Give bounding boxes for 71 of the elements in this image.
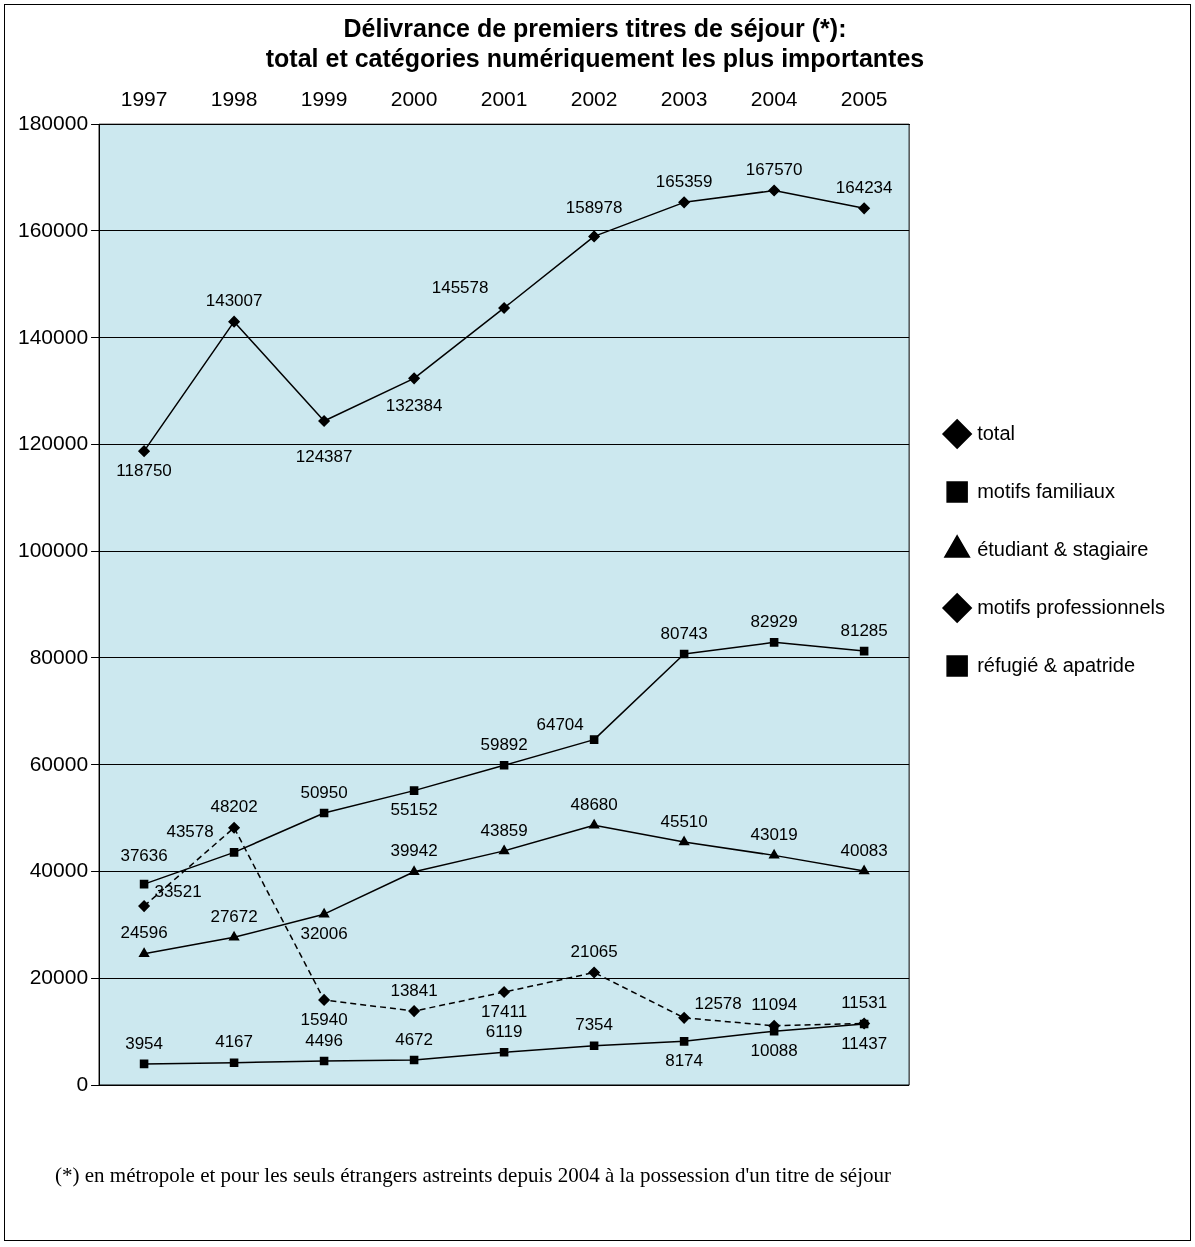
- y-tick-label: 120000: [18, 431, 89, 455]
- legend-label: étudiant & stagiaire: [977, 537, 1149, 560]
- data-label: 48680: [570, 794, 618, 814]
- x-tick-label: 2000: [390, 87, 438, 111]
- data-label: 15940: [300, 1009, 348, 1029]
- x-tick-label: 2002: [570, 87, 618, 111]
- data-label: 132384: [385, 396, 443, 416]
- data-label: 55152: [390, 800, 438, 820]
- data-label: 33521: [154, 881, 202, 901]
- x-tick-label: 2001: [480, 87, 528, 111]
- data-label: 6119: [485, 1022, 523, 1042]
- data-label: 165359: [655, 172, 713, 192]
- data-label: 59892: [480, 735, 528, 754]
- data-label: 64704: [536, 715, 584, 735]
- data-label: 45510: [660, 811, 708, 831]
- legend-label: réfugié & apatride: [977, 653, 1136, 676]
- legend-label: motifs professionnels: [977, 595, 1166, 618]
- data-label: 24596: [120, 923, 168, 943]
- x-tick-label: 2003: [660, 87, 708, 111]
- data-label: 3954: [125, 1033, 163, 1053]
- data-label: 80743: [660, 623, 708, 643]
- x-tick-label: 1997: [120, 87, 168, 111]
- data-label: 13841: [390, 980, 438, 1000]
- x-tick-label: 1998: [210, 87, 258, 111]
- y-tick-label: 100000: [18, 538, 89, 562]
- y-tick-label: 0: [76, 1071, 89, 1095]
- data-label: 82929: [750, 612, 798, 632]
- data-label: 4496: [305, 1030, 344, 1050]
- y-tick-label: 80000: [29, 644, 89, 668]
- y-tick-label: 140000: [18, 324, 89, 348]
- data-label: 11094: [751, 995, 798, 1015]
- data-label: 43578: [166, 822, 214, 842]
- data-label: 167570: [745, 160, 803, 180]
- data-label: 11437: [841, 1033, 888, 1053]
- y-tick-label: 160000: [18, 217, 89, 241]
- legend-label: motifs familiaux: [977, 479, 1115, 502]
- data-label: 21065: [570, 942, 618, 962]
- data-label: 81285: [840, 620, 888, 640]
- data-label: 164234: [835, 178, 893, 198]
- data-label: 48202: [210, 797, 258, 817]
- data-label: 43859: [480, 820, 528, 840]
- data-label: 158978: [565, 198, 623, 218]
- text: (*) en métropole et pour les seuls étrangers astreints depuis 2004 à la possession d'un titre de séjour: [55, 1162, 892, 1189]
- data-label: 39942: [390, 841, 438, 861]
- data-label: 27672: [210, 906, 258, 926]
- data-label: 50950: [300, 782, 348, 802]
- y-tick-label: 40000: [29, 858, 89, 882]
- y-tick-label: 180000: [18, 111, 89, 134]
- data-label: 8174: [665, 1051, 704, 1071]
- x-tick-label: 1999: [300, 87, 348, 111]
- x-tick-label: 2004: [750, 87, 798, 111]
- data-label: 124387: [295, 446, 353, 466]
- data-label: 4672: [395, 1029, 434, 1049]
- y-tick-label: 60000: [29, 751, 89, 775]
- data-label: 4167: [215, 1032, 253, 1052]
- data-label: 11531: [841, 993, 888, 1013]
- x-tick-label: 2005: [840, 87, 888, 111]
- legend-label: total: [977, 421, 1015, 444]
- data-label: 118750: [116, 460, 172, 480]
- data-label: 10088: [750, 1040, 798, 1060]
- data-label: 40083: [840, 840, 888, 860]
- data-label: 12578: [694, 993, 742, 1013]
- data-label: 145578: [431, 277, 489, 297]
- data-label: 32006: [300, 923, 348, 943]
- data-label: 17411: [481, 1001, 528, 1021]
- data-label: 143007: [205, 291, 263, 311]
- chart-title: Délivrance de premiers titres de séjour (*): total et catégories numériquement les plus importantes: [265, 13, 925, 72]
- data-label: 7354: [575, 1015, 614, 1035]
- y-tick-label: 20000: [29, 965, 89, 989]
- data-label: 43019: [750, 825, 798, 845]
- data-label: 37636: [120, 845, 168, 865]
